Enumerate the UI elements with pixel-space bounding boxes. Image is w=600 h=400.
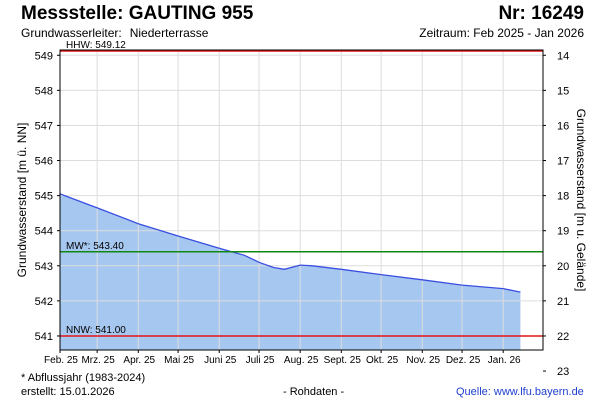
y-tick-label: 546 — [35, 156, 53, 168]
source-link[interactable]: www.lfu.bayern.de — [493, 386, 584, 398]
y2-axis-label: Grundwasserstand [m u. Gelände] — [574, 109, 588, 292]
reference-line-label: HHW: 549.12 — [66, 40, 126, 51]
y-tick-label: 542 — [35, 296, 53, 308]
x-tick-label: Nov. 25 — [406, 355, 440, 366]
aquifer-info: Grundwasserleiter: Niederterrasse — [21, 26, 208, 40]
x-tick-label: Feb. 25 — [44, 355, 78, 366]
x-tick-label: Juli 25 — [246, 355, 275, 366]
aquifer-value: Niederterrasse — [129, 26, 209, 40]
x-tick-label: Dez. 25 — [446, 355, 481, 366]
reference-line-label: MW*: 543.40 — [66, 241, 124, 252]
y2-tick-label: 16 — [557, 120, 569, 132]
y-tick-label: 549 — [35, 50, 53, 62]
y-tick-label: 548 — [35, 85, 53, 97]
station-number: Nr: 16249 — [498, 3, 584, 24]
aquifer-label: Grundwasserleiter: — [21, 26, 122, 40]
y2-tick-label: 14 — [557, 50, 569, 62]
y-tick-label: 544 — [35, 226, 53, 238]
source-info: Quelle: www.lfu.bayern.de — [456, 386, 584, 398]
x-tick-label: Jan. 26 — [488, 355, 521, 366]
created-info: erstellt: 15.01.2026 — [21, 386, 115, 398]
y2-tick-label: 22 — [557, 331, 569, 343]
y-tick-label: 545 — [35, 191, 53, 203]
y2-tick-label: 17 — [557, 156, 569, 168]
y2-tick-label: 23 — [557, 366, 569, 378]
y2-tick-label: 15 — [557, 85, 569, 97]
x-tick-label: Juni 25 — [204, 355, 237, 366]
y-axis-label: Grundwasserstand [m ü. NN] — [15, 123, 29, 278]
y2-tick-label: 21 — [557, 296, 569, 308]
source-label: Quelle: — [456, 386, 491, 398]
water-level-line — [59, 193, 521, 293]
y2-tick-label: 19 — [557, 226, 569, 238]
x-tick-label: Sept. 25 — [324, 355, 362, 366]
period-label: Zeitraum: Feb 2025 - Jan 2026 — [419, 26, 584, 40]
x-tick-label: Aug. 25 — [284, 355, 319, 366]
y-tick-label: 547 — [35, 120, 53, 132]
x-tick-label: Mrz. 25 — [81, 355, 115, 366]
reference-line-label: NNW: 541.00 — [66, 325, 126, 336]
plot-frame — [59, 49, 544, 351]
station-title: Messstelle: GAUTING 955 — [21, 3, 254, 24]
created-date: 15.01.2026 — [59, 386, 115, 398]
y-tick-label: 543 — [35, 261, 53, 273]
x-tick-label: Apr. 25 — [123, 355, 155, 366]
water-level-area — [60, 193, 521, 350]
x-tick-label: Okt. 25 — [366, 355, 399, 366]
y2-tick-label: 20 — [557, 261, 569, 273]
raw-data-note: - Rohdaten - — [283, 386, 345, 398]
y2-tick-label: 18 — [557, 191, 569, 203]
x-tick-label: Mai 25 — [164, 355, 194, 366]
footnote: * Abflussjahr (1983-2024) — [21, 372, 146, 384]
created-label: erstellt: — [21, 386, 57, 398]
y-tick-label: 541 — [35, 331, 53, 343]
